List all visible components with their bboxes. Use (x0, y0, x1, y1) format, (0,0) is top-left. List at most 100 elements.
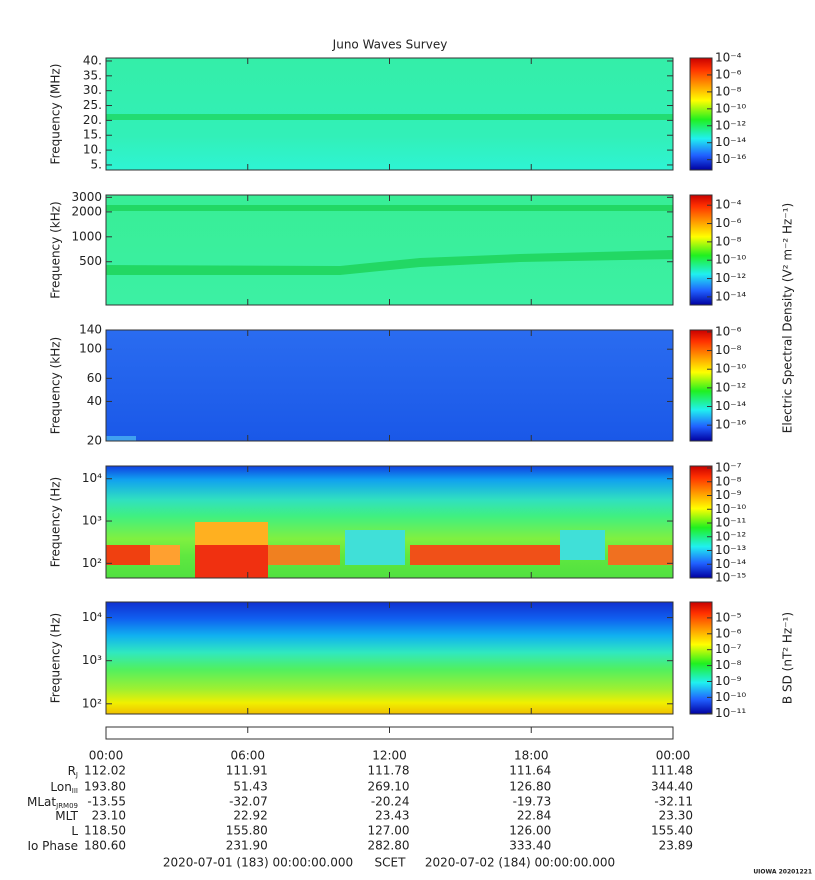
colorbar-tick-label: 10⁻¹⁴ (715, 135, 746, 149)
colorbar-tick-label: 10⁻⁹ (715, 674, 742, 688)
emission-band (106, 114, 673, 120)
start-time: 2020-07-01 (183) 00:00:00.000 (163, 856, 353, 870)
ephemeris-value: 118.50 (84, 824, 126, 838)
ephemeris-label-text: Lon (50, 780, 71, 794)
colorbar-frame (689, 601, 713, 715)
y-tick-label: 100 (79, 342, 102, 356)
ephemeris-value: 23.30 (659, 809, 693, 823)
ephemeris-label: Io Phase (27, 839, 78, 853)
y-axis-label: Frequency (kHz) (49, 201, 63, 298)
emission-patch (410, 545, 560, 565)
colorbar-tick-label: 10⁻¹⁵ (715, 571, 746, 585)
y-tick-label: 35. (83, 68, 102, 82)
colorbar-tick-label: 10⁻⁶ (715, 626, 742, 640)
y-tick-label: 60 (87, 371, 102, 385)
ephemeris-label: MLatJRM09 (27, 795, 78, 811)
end-time: 2020-07-02 (184) 00:00:00.000 (425, 856, 615, 870)
colorbar-label: B SD (nT² Hz⁻¹) (781, 612, 795, 704)
colorbar-tick-label: 10⁻¹⁰ (715, 362, 746, 376)
y-tick-label: 1000 (71, 229, 102, 243)
ephemeris-value: 126.80 (509, 780, 551, 794)
y-tick-label: 2000 (71, 204, 102, 218)
ephemeris-value: -20.24 (371, 795, 410, 809)
colorbar (690, 58, 712, 170)
ephemeris-value: 269.10 (368, 780, 410, 794)
colorbar-tick-label: 10⁻¹⁶ (715, 152, 746, 166)
colorbar (690, 330, 712, 441)
ephemeris-value: 111.91 (226, 764, 268, 778)
colorbar-frame (689, 465, 713, 579)
y-tick-label: 10⁴ (82, 610, 102, 624)
y-tick-label: 10. (83, 143, 102, 157)
x-tick-label: 00:00 (656, 749, 691, 763)
ephemeris-label-sub: JRM09 (55, 802, 78, 810)
ephemeris-label-sub: III (72, 787, 78, 795)
y-tick-label: 10² (82, 556, 102, 570)
colorbar-tick-label: 10⁻¹² (715, 529, 746, 543)
figure-title: Juno Waves Survey (332, 38, 448, 52)
ephemeris-value: 180.60 (84, 839, 126, 853)
emission-band (106, 205, 673, 211)
colorbar-tick-label: 10⁻¹⁰ (715, 690, 746, 704)
y-axis-label: Frequency (Hz) (49, 477, 63, 568)
ephemeris-value: 155.80 (226, 824, 268, 838)
y-tick-label: 30. (83, 83, 102, 97)
ephemeris-label: LonIII (50, 780, 78, 796)
y-axis-label: Frequency (MHz) (49, 64, 63, 165)
colorbar-tick-label: 10⁻⁶ (715, 216, 742, 230)
colorbar-frame (689, 329, 713, 442)
ephemeris-value: 51.43 (233, 780, 267, 794)
spectrogram (106, 330, 673, 441)
colorbar-tick-label: 10⁻⁸ (715, 234, 742, 248)
x-tick-label: 18:00 (514, 749, 549, 763)
colorbar (690, 466, 712, 578)
ephemeris-value: 23.43 (375, 809, 409, 823)
colorbar-tick-label: 10⁻¹² (715, 380, 746, 394)
spectrogram (106, 602, 673, 714)
emission-patch (608, 545, 673, 565)
colorbar-tick-label: 10⁻⁸ (715, 658, 742, 672)
ephemeris-label: MLT (55, 809, 78, 823)
colorbar (690, 602, 712, 714)
y-tick-label: 10² (82, 696, 102, 710)
credit: UIOWA 20201221 (753, 869, 812, 876)
ephemeris-value: 111.64 (509, 764, 551, 778)
colorbar-tick-label: 10⁻¹¹ (715, 706, 746, 720)
colorbar-label: Electric Spectral Density (V² m⁻² Hz⁻¹) (781, 203, 795, 433)
x-tick-label: 12:00 (372, 749, 407, 763)
colorbar-tick-label: 10⁻¹⁴ (715, 557, 746, 571)
ephemeris-value: 333.40 (509, 839, 551, 853)
y-axis-label: Frequency (kHz) (49, 337, 63, 434)
colorbar-tick-label: 10⁻¹¹ (715, 516, 746, 530)
colorbar-tick-label: 10⁻⁷ (715, 461, 742, 475)
ephemeris-label-text: MLat (27, 795, 56, 809)
emission-patch (268, 545, 340, 565)
emission-patch (195, 522, 268, 546)
emission-patch (150, 545, 180, 565)
y-tick-label: 3000 (71, 190, 102, 204)
y-axis-label: Frequency (Hz) (49, 613, 63, 704)
ephemeris-value: 231.90 (226, 839, 268, 853)
y-tick-label: 15. (83, 128, 102, 142)
colorbar-tick-label: 10⁻¹² (715, 271, 746, 285)
ephemeris-value: 344.40 (651, 780, 693, 794)
y-tick-label: 10⁴ (82, 471, 102, 485)
colorbar-tick-label: 10⁻¹³ (715, 543, 746, 557)
time-frame: SCET (375, 856, 407, 870)
ephemeris-value: -32.07 (229, 795, 268, 809)
y-tick-label: 10³ (82, 653, 102, 667)
y-tick-label: 40 (87, 394, 102, 408)
ephemeris-value: 126.00 (509, 824, 551, 838)
colorbar-tick-label: 10⁻¹⁰ (715, 101, 746, 115)
colorbar-frame (689, 57, 713, 171)
ephemeris-value: 111.48 (651, 764, 693, 778)
x-tick-label: 06:00 (230, 749, 265, 763)
y-tick-label: 20 (87, 434, 102, 448)
colorbar (690, 195, 712, 305)
ephemeris-value: 22.92 (233, 809, 267, 823)
colorbar-tick-label: 10⁻¹⁶ (715, 418, 746, 432)
colorbar-tick-label: 10⁻⁶ (715, 67, 742, 81)
ephemeris-label: L (71, 824, 78, 838)
ephemeris-value: 23.89 (659, 839, 693, 853)
